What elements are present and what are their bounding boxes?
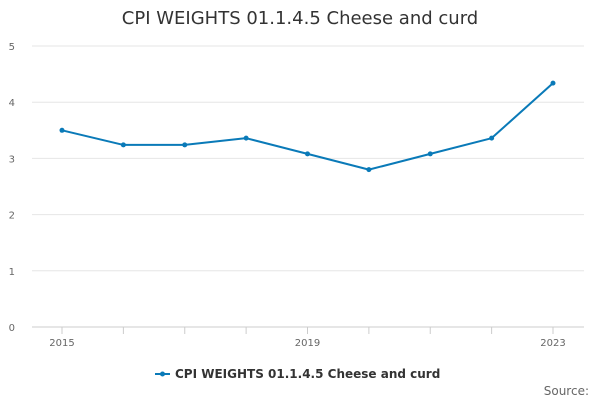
y-tick-label: 1 <box>9 267 15 278</box>
legend-point-marker <box>160 371 165 377</box>
chart-title: CPI WEIGHTS 01.1.4.5 Cheese and curd <box>122 8 478 29</box>
y-axis: 0 1 2 3 4 5 <box>9 42 15 334</box>
legend[interactable]: CPI WEIGHTS 01.1.4.5 Cheese and curd <box>155 367 440 381</box>
data-point[interactable] <box>243 135 249 141</box>
data-point[interactable] <box>489 135 495 141</box>
y-tick-label: 5 <box>9 42 15 53</box>
data-point[interactable] <box>120 142 126 148</box>
x-axis: 2015 2019 2023 <box>32 326 584 349</box>
gridlines <box>32 45 584 272</box>
source-label: Source: <box>544 384 589 398</box>
y-tick-label: 2 <box>9 211 15 222</box>
data-point[interactable] <box>59 127 65 133</box>
series-group <box>59 80 556 173</box>
y-tick-label: 4 <box>9 98 15 109</box>
y-tick-label: 0 <box>9 323 15 334</box>
data-point[interactable] <box>427 151 433 157</box>
y-tick-label: 3 <box>9 154 15 165</box>
data-point[interactable] <box>182 142 188 148</box>
data-point[interactable] <box>550 80 556 86</box>
series-line <box>61 82 554 171</box>
data-point[interactable] <box>305 151 310 157</box>
legend-label: CPI WEIGHTS 01.1.4.5 Cheese and curd <box>175 367 440 381</box>
x-tick-label: 2015 <box>49 338 74 349</box>
data-point[interactable] <box>366 167 372 173</box>
x-tick-label: 2019 <box>295 338 320 349</box>
x-tick-label: 2023 <box>540 338 565 349</box>
